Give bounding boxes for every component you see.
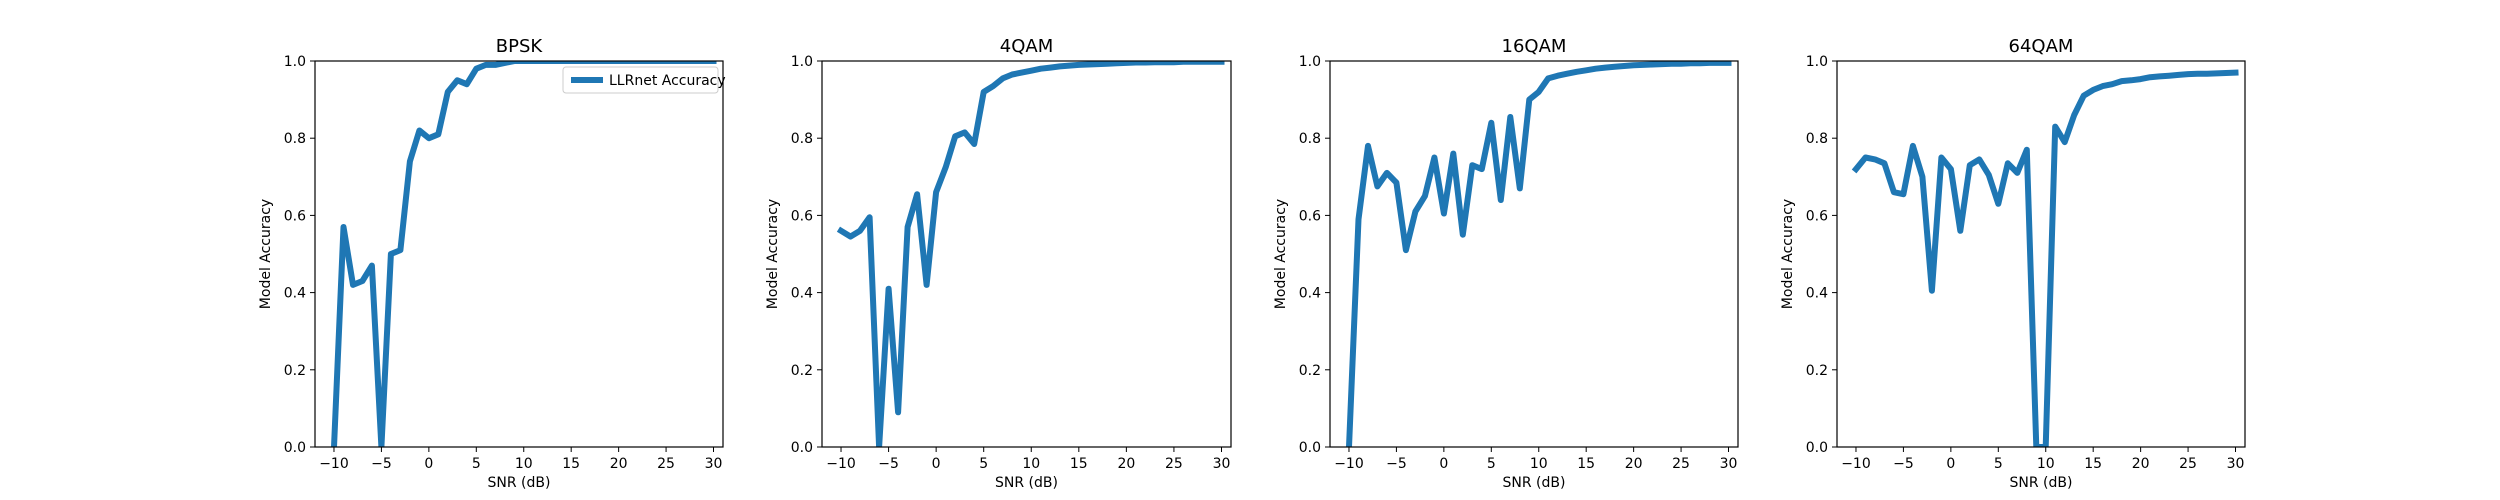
- x-axis-label: SNR (dB): [488, 475, 551, 491]
- x-tick-label: 15: [1577, 456, 1595, 472]
- y-tick-label: 0.0: [791, 440, 813, 456]
- x-tick-label: −10: [1841, 456, 1871, 472]
- x-tick-label: 30: [1720, 456, 1738, 472]
- x-tick-label: 20: [610, 456, 628, 472]
- x-tick-label: 5: [1487, 456, 1496, 472]
- y-axis-label: Model Accuracy: [1273, 199, 1289, 309]
- axes-frame: [1836, 60, 2246, 448]
- x-axis-label: SNR (dB): [995, 475, 1058, 491]
- x-tick-label: −10: [826, 456, 856, 472]
- y-tick-label: 0.4: [791, 286, 813, 302]
- x-tick-label: −5: [371, 456, 392, 472]
- y-tick-label: 0.6: [1299, 208, 1321, 224]
- y-tick-label: 0.4: [1299, 286, 1321, 302]
- chart-panel-2: −10 −5 0 5 10 15 20 25 30 0.0 0.2 0.4 0.6 0.8 1.0 4QAM S…: [765, 36, 1232, 491]
- y-tick-label: 0.8: [284, 131, 306, 147]
- y-tick-label: 0.6: [1806, 208, 1828, 224]
- y-tick-label: 0.8: [791, 131, 813, 147]
- chart-panel-1: −10 −5 0 5 10 15 20 25 30 0.0 0.2 0.4 0.6 0.8 1.0 BPSK S…: [258, 36, 726, 491]
- y-axis-label: Model Accuracy: [765, 199, 781, 309]
- y-tick-label: 1.0: [791, 54, 813, 70]
- x-tick-label: 0: [1946, 456, 1955, 472]
- y-tick-label: 0.2: [1299, 363, 1321, 379]
- y-tick-label: 0.2: [284, 363, 306, 379]
- x-tick-label: 25: [1165, 456, 1183, 472]
- chart-panel-4: −10 −5 0 5 10 15 20 25 30 0.0 0.2 0.4 0.6 0.8 1.0 64QAM…: [1780, 36, 2246, 491]
- legend: LLRnet Accuracy: [562, 66, 726, 94]
- legend-label: LLRnet Accuracy: [609, 73, 726, 89]
- y-tick-label: 0.8: [1806, 131, 1828, 147]
- y-tick-label: 0.4: [1806, 286, 1828, 302]
- x-tick-label: 10: [515, 456, 533, 472]
- x-tick-label: 15: [562, 456, 580, 472]
- series-line-1: [1851, 69, 2239, 447]
- x-tick-label: 5: [472, 456, 481, 472]
- x-tick-label: 0: [932, 456, 941, 472]
- series-line-1: [836, 61, 1225, 447]
- x-tick-label: 5: [979, 456, 988, 472]
- x-tick-label: 30: [1213, 456, 1231, 472]
- y-tick-label: 0.8: [1299, 131, 1321, 147]
- y-tick-label: 0.4: [284, 286, 306, 302]
- x-tick-label: 25: [2179, 456, 2197, 472]
- x-tick-label: 20: [1117, 456, 1135, 472]
- x-tick-label: −10: [1334, 456, 1364, 472]
- x-tick-label: 30: [705, 456, 723, 472]
- y-axis-label: Model Accuracy: [1780, 199, 1796, 309]
- x-tick-label: 20: [1625, 456, 1643, 472]
- y-tick-label: 0.6: [791, 208, 813, 224]
- series-line-1: [1345, 61, 1732, 447]
- series-line-1: [330, 61, 717, 447]
- x-tick-label: 20: [2132, 456, 2150, 472]
- x-tick-label: 25: [1672, 456, 1690, 472]
- y-tick-label: 0.2: [1806, 363, 1828, 379]
- y-tick-label: 1.0: [1299, 54, 1321, 70]
- x-tick-label: 10: [1530, 456, 1548, 472]
- legend-box: [562, 66, 719, 94]
- y-tick-label: 0.0: [1299, 440, 1321, 456]
- y-tick-label: 0.2: [791, 363, 813, 379]
- axes-frame: [314, 60, 724, 448]
- x-axis-label: SNR (dB): [1503, 475, 1566, 491]
- x-tick-label: 15: [2084, 456, 2102, 472]
- chart-title: BPSK: [496, 36, 544, 57]
- x-tick-label: 25: [657, 456, 675, 472]
- x-tick-label: 0: [1439, 456, 1448, 472]
- chart-title: 64QAM: [2009, 36, 2074, 57]
- x-tick-label: 10: [1022, 456, 1040, 472]
- x-tick-label: −5: [878, 456, 899, 472]
- y-tick-label: 1.0: [1806, 54, 1828, 70]
- y-tick-label: 0.0: [1806, 440, 1828, 456]
- y-tick-label: 1.0: [284, 54, 306, 70]
- x-tick-label: −5: [1386, 456, 1407, 472]
- y-tick-label: 0.6: [284, 208, 306, 224]
- y-axis-label: Model Accuracy: [258, 199, 274, 309]
- x-tick-label: 5: [1994, 456, 2003, 472]
- x-tick-label: 30: [2227, 456, 2245, 472]
- chart-title: 16QAM: [1502, 36, 1567, 57]
- x-tick-label: 10: [2037, 456, 2055, 472]
- chart-title: 4QAM: [1000, 36, 1053, 57]
- axes-frame: [1329, 60, 1739, 448]
- x-tick-label: −10: [319, 456, 349, 472]
- axes-frame: [821, 60, 1232, 448]
- x-axis-label: SNR (dB): [2010, 475, 2073, 491]
- y-tick-label: 0.0: [284, 440, 306, 456]
- chart-panel-3: −10 −5 0 5 10 15 20 25 30 0.0 0.2 0.4 0.6 0.8 1.0 16QAM…: [1273, 36, 1739, 491]
- x-tick-label: 15: [1070, 456, 1088, 472]
- x-tick-label: −5: [1893, 456, 1914, 472]
- x-tick-label: 0: [424, 456, 433, 472]
